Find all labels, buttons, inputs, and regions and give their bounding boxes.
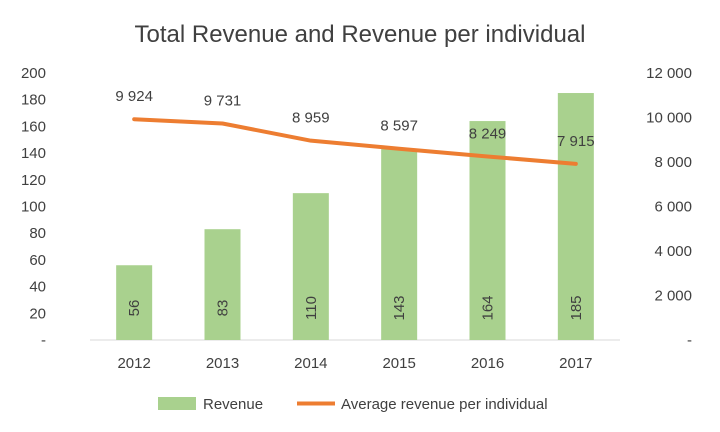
revenue-data-label: 110 — [303, 296, 320, 320]
x-tick-label: 2015 — [382, 355, 415, 372]
x-tick-label: 2016 — [471, 355, 504, 372]
left-tick-label: 80 — [29, 225, 46, 242]
revenue-data-labels: 56 83 110 143 164 185 — [126, 295, 585, 320]
revenue-bars — [116, 93, 594, 341]
legend-revenue-swatch — [158, 397, 196, 410]
left-tick-label: - — [41, 332, 46, 349]
revenue-bar — [381, 149, 418, 340]
avg-revenue-line-layer — [132, 117, 578, 166]
x-tick-label: 2017 — [559, 355, 592, 372]
revenue-data-label: 143 — [391, 295, 408, 320]
right-tick-label: 8 000 — [654, 154, 692, 171]
legend: Revenue Average revenue per individual — [158, 396, 548, 413]
avg-revenue-data-label: 8 249 — [469, 125, 507, 142]
avg-revenue-line — [132, 117, 578, 166]
revenue-bar — [292, 193, 329, 340]
right-tick-label: 2 000 — [654, 288, 692, 305]
left-tick-label: 140 — [21, 145, 46, 162]
x-axis-labels: 2012 2013 2014 2015 2016 2017 — [117, 355, 592, 372]
avg-revenue-data-label: 9 924 — [115, 88, 153, 105]
left-tick-label: 100 — [21, 199, 46, 216]
x-tick-label: 2012 — [117, 355, 150, 372]
right-axis-ticks: - 2 000 4 000 6 000 8 000 10 000 12 000 — [646, 65, 692, 349]
left-tick-label: 40 — [29, 279, 46, 296]
revenue-bar — [116, 265, 153, 340]
avg-revenue-data-labels: 9 924 9 731 8 959 8 597 8 249 7 915 — [115, 88, 594, 150]
left-tick-label: 120 — [21, 172, 46, 189]
x-tick-label: 2014 — [294, 355, 327, 372]
right-tick-label: 10 000 — [646, 110, 692, 127]
right-tick-label: 4 000 — [654, 243, 692, 260]
chart-title: Total Revenue and Revenue per individual — [135, 21, 586, 48]
right-tick-label: 6 000 — [654, 199, 692, 216]
revenue-bar — [204, 229, 241, 340]
left-tick-label: 160 — [21, 118, 46, 135]
legend-avg-revenue-label: Average revenue per individual — [341, 396, 548, 413]
revenue-data-label: 83 — [215, 300, 232, 317]
revenue-data-label: 56 — [126, 300, 143, 317]
revenue-bar — [557, 93, 594, 341]
avg-revenue-data-label: 9 731 — [204, 92, 242, 109]
right-tick-label: - — [687, 332, 692, 349]
avg-revenue-data-label: 8 959 — [292, 110, 330, 127]
revenue-data-label: 164 — [480, 295, 497, 320]
avg-revenue-data-label: 8 597 — [380, 118, 418, 135]
left-tick-label: 180 — [21, 92, 46, 109]
revenue-data-label: 185 — [568, 295, 585, 320]
legend-revenue-label: Revenue — [203, 396, 263, 413]
right-tick-label: 12 000 — [646, 65, 692, 82]
left-tick-label: 20 — [29, 305, 46, 322]
x-tick-label: 2013 — [206, 355, 239, 372]
avg-revenue-data-label: 7 915 — [557, 133, 595, 150]
left-tick-label: 60 — [29, 252, 46, 269]
left-tick-label: 200 — [21, 65, 46, 82]
left-axis-ticks: - 20 40 60 80 100 120 140 160 180 200 — [21, 65, 46, 349]
